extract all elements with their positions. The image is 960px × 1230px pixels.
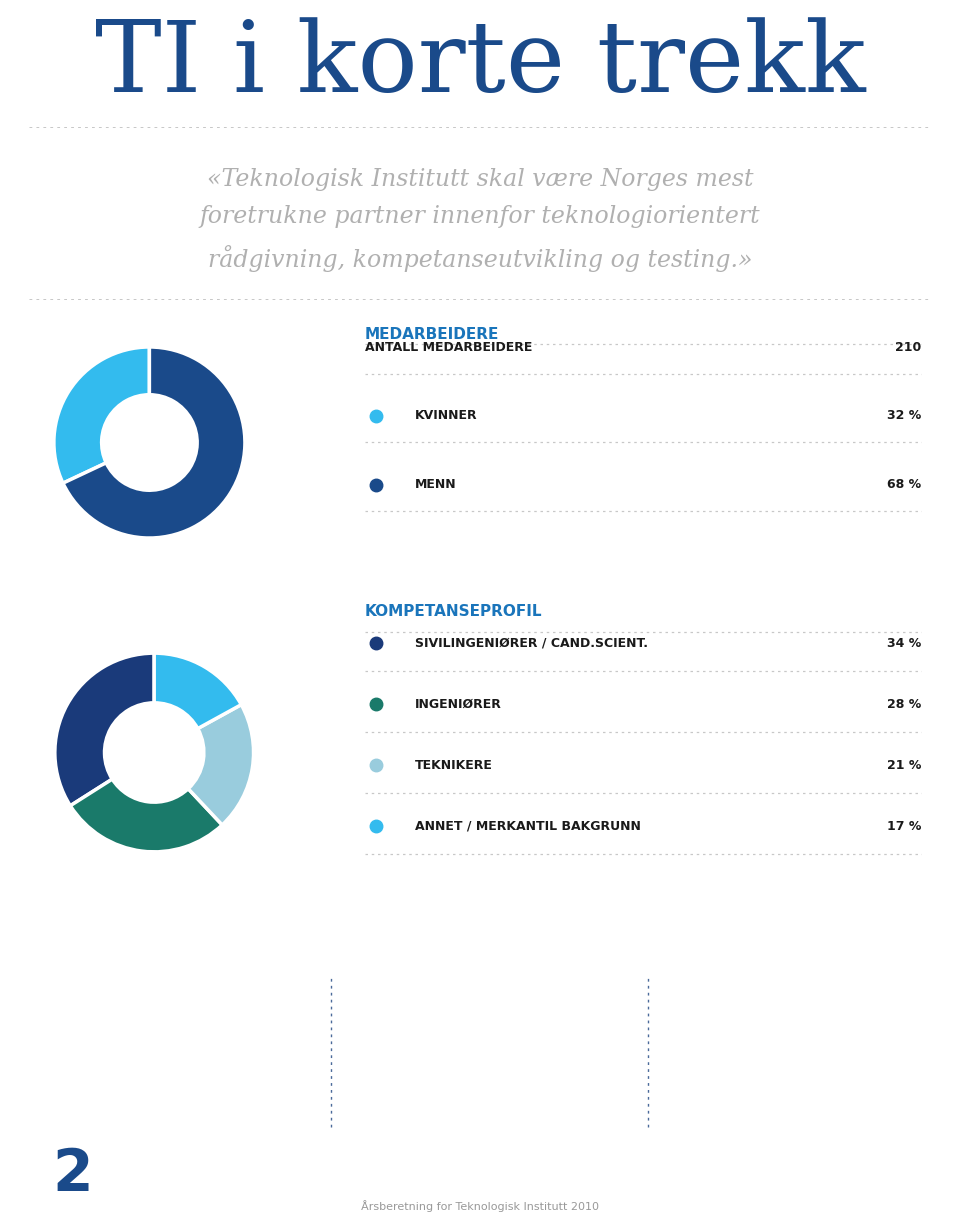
Text: 68 %: 68 %	[887, 478, 922, 491]
Text: MEDARBEIDERE: MEDARBEIDERE	[365, 327, 499, 342]
Text: INGENIØRER: INGENIØRER	[415, 697, 502, 711]
Text: 32 %: 32 %	[887, 410, 922, 422]
Text: MENN: MENN	[415, 478, 457, 491]
Text: • HAVBRUK: • HAVBRUK	[346, 1033, 403, 1042]
Text: KOMPETANSEPROFIL: KOMPETANSEPROFIL	[365, 604, 542, 619]
Text: • HELSE, MILJØ OG SIKKERHET (HMS): • HELSE, MILJØ OG SIKKERHET (HMS)	[346, 1069, 535, 1079]
Text: • KVALITETSSTYRING: • KVALITETSSTYRING	[653, 1033, 760, 1042]
Text: 28 %: 28 %	[887, 697, 922, 711]
Text: • LEDELSE OG ORGANISASJONSUTVIKLING: • LEDELSE OG ORGANISASJONSUTVIKLING	[653, 1069, 867, 1077]
Text: • ELEKTRONIKKUTVIKLING: • ELEKTRONIKKUTVIKLING	[29, 1069, 163, 1077]
Text: • AUTOMASJON OG INSTRUMENTERING: • AUTOMASJON OG INSTRUMENTERING	[29, 996, 227, 1005]
Text: TEKNIKERE: TEKNIKERE	[415, 759, 492, 771]
Wedge shape	[63, 347, 245, 538]
Text: • EU-FINANSIERING (FoU): • EU-FINANSIERING (FoU)	[29, 1106, 158, 1114]
Wedge shape	[54, 347, 150, 483]
Text: 210: 210	[896, 341, 922, 354]
Text: TI i korte trekk: TI i korte trekk	[95, 17, 865, 113]
Text: • KALIBRERING: • KALIBRERING	[346, 1106, 422, 1114]
Text: Årsberetning for Teknologisk Institutt 2010: Årsberetning for Teknologisk Institutt 2…	[361, 1200, 599, 1213]
Wedge shape	[55, 653, 155, 806]
Text: 34 %: 34 %	[887, 637, 922, 649]
Text: • GASSIKKERHET: • GASSIKKERHET	[346, 996, 432, 1005]
Text: KVINNER: KVINNER	[415, 410, 477, 422]
Wedge shape	[155, 653, 241, 728]
Text: 21 %: 21 %	[887, 759, 922, 771]
Wedge shape	[70, 779, 222, 852]
Text: 17 %: 17 %	[887, 819, 922, 833]
Text: SIVILINGENIØRER / CAND.SCIENT.: SIVILINGENIØRER / CAND.SCIENT.	[415, 637, 648, 649]
Text: • LEAN: • LEAN	[653, 1106, 688, 1114]
Text: «Teknologisk Institutt skal være Norges mest
foretrukne partner innenfor teknolo: «Teknologisk Institutt skal være Norges …	[200, 167, 760, 273]
Text: • KJEMIKALIEHÅNDTERING: • KJEMIKALIEHÅNDTERING	[653, 996, 787, 1007]
Text: • DESIGN OG KONSTRUKSJON: • DESIGN OG KONSTRUKSJON	[29, 1033, 179, 1042]
Wedge shape	[188, 705, 253, 825]
Text: ANTALL MEDARBEIDERE: ANTALL MEDARBEIDERE	[365, 341, 532, 354]
Text: 2: 2	[53, 1146, 93, 1203]
Text: ANNET / MERKANTIL BAKGRUNN: ANNET / MERKANTIL BAKGRUNN	[415, 819, 640, 833]
